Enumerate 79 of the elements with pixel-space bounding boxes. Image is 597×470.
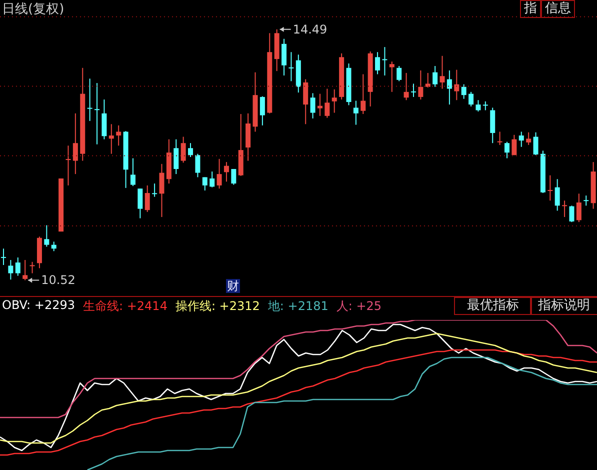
candlestick [389, 61, 394, 92]
candlestick [512, 134, 517, 156]
candlestick [102, 98, 107, 140]
candlestick [440, 55, 445, 90]
candlestick [15, 256, 20, 276]
candlestick [490, 107, 496, 144]
candlestick [224, 162, 229, 182]
candlestick [144, 184, 150, 212]
candlestick [360, 74, 366, 115]
candlestick [210, 171, 215, 188]
candlestick [138, 188, 143, 219]
candlestick [432, 66, 438, 88]
chart-title: 日线(复权) [2, 1, 64, 18]
candlestick [504, 141, 510, 159]
candlestick [526, 132, 532, 146]
candlestick [288, 52, 294, 82]
candlestick [72, 112, 78, 175]
candlestick [116, 124, 122, 146]
candlestick [569, 205, 574, 223]
annotation: 10.52 [41, 273, 76, 288]
text: 生命线: +2414 [83, 298, 168, 315]
candlestick [461, 84, 466, 100]
text: 操作线: +2312 [175, 298, 260, 315]
candlestick [548, 174, 553, 202]
candlestick [231, 168, 236, 186]
text: 指 [520, 0, 541, 18]
candlestick [584, 195, 589, 206]
candlestick [216, 158, 222, 190]
candlestick [533, 132, 538, 156]
text: 地: +2181 [268, 298, 328, 315]
candlestick [108, 124, 114, 154]
candlestick [30, 261, 35, 274]
candlestick [260, 96, 265, 126]
candlestick [375, 52, 380, 75]
candlestick [87, 78, 92, 122]
candlestick [418, 70, 424, 100]
annotation: 14.49 [292, 22, 328, 36]
series-label: 人: +25 [336, 298, 382, 315]
candlestick [446, 70, 452, 106]
candlestick [324, 88, 330, 118]
candlestick [180, 136, 186, 164]
candlestick [410, 83, 416, 98]
candlestick [8, 259, 14, 280]
candlestick [303, 78, 308, 125]
candlestick [202, 176, 208, 191]
candlestick [195, 153, 200, 178]
candlestick [94, 82, 100, 145]
candlestick [130, 158, 136, 187]
candlestick [188, 142, 194, 158]
text: OBV: +2293 [2, 298, 75, 314]
candlestick [476, 100, 481, 112]
candlestick [44, 224, 50, 248]
candlestick [152, 183, 158, 198]
candlestick [66, 145, 71, 186]
candlestick [404, 72, 409, 101]
text: 指标说明 [530, 297, 597, 315]
candlestick [396, 66, 402, 82]
candlestick [282, 38, 287, 76]
candlestick [497, 131, 502, 146]
candlestick [317, 93, 322, 116]
candlestick [382, 46, 388, 76]
candlestick [22, 259, 28, 281]
candlestick [310, 92, 316, 119]
candlestick [518, 131, 524, 148]
candlestick [562, 200, 568, 218]
candlestick [554, 178, 560, 212]
annotation: 财 [226, 279, 240, 293]
candlestick [425, 72, 430, 88]
candlestick [174, 138, 179, 175]
candlestick [51, 241, 56, 252]
text: 信息 [541, 0, 575, 18]
candlestick [332, 88, 337, 114]
candlestick [1, 248, 6, 266]
candlestick [353, 100, 358, 126]
candlestick [576, 193, 582, 223]
candlestick [454, 69, 460, 101]
candlestick [159, 163, 164, 218]
candlestick [468, 91, 474, 107]
text: 最优指标 [454, 297, 532, 315]
